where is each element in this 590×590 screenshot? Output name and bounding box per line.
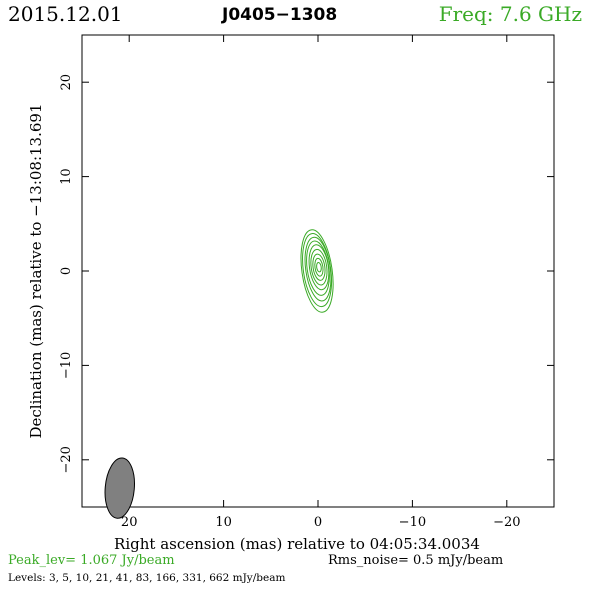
contour-level-41 — [308, 244, 330, 291]
source-name: J0405−1308 — [222, 5, 338, 25]
contour-level-3 — [300, 229, 334, 313]
observation-date: 2015.12.01 — [8, 2, 123, 26]
x-tick-label: 0 — [314, 515, 322, 530]
beam-ellipse — [104, 457, 135, 519]
y-tick-label: −10 — [59, 352, 74, 379]
frequency-label: Freq: 7.6 GHz — [438, 2, 582, 26]
x-tick-label: 10 — [215, 515, 232, 530]
y-axis-label: Declination (mas) relative to −13:08:13.… — [27, 103, 45, 438]
peak-level: Peak_lev= 1.067 Jy/beam — [8, 553, 175, 568]
rms-noise: Rms_noise= 0.5 mJy/beam — [328, 553, 504, 568]
contour-level-662 — [316, 262, 322, 273]
contour-level-83 — [310, 248, 328, 286]
contour-level-331 — [314, 257, 324, 277]
x-tick-label: 20 — [121, 515, 138, 530]
y-tick-label: 0 — [59, 267, 74, 275]
x-axis-label: Right ascension (mas) relative to 04:05:… — [114, 535, 480, 553]
contour-level-166 — [312, 253, 326, 281]
y-tick-label: 20 — [59, 74, 74, 91]
x-tick-label: −10 — [399, 515, 426, 530]
x-tick-label: −20 — [493, 515, 520, 530]
y-tick-label: −20 — [59, 446, 74, 473]
y-tick-label: 10 — [59, 168, 74, 185]
contour-level-10 — [304, 236, 332, 302]
contour-levels: Levels: 3, 5, 10, 21, 41, 83, 166, 331, … — [8, 572, 286, 584]
